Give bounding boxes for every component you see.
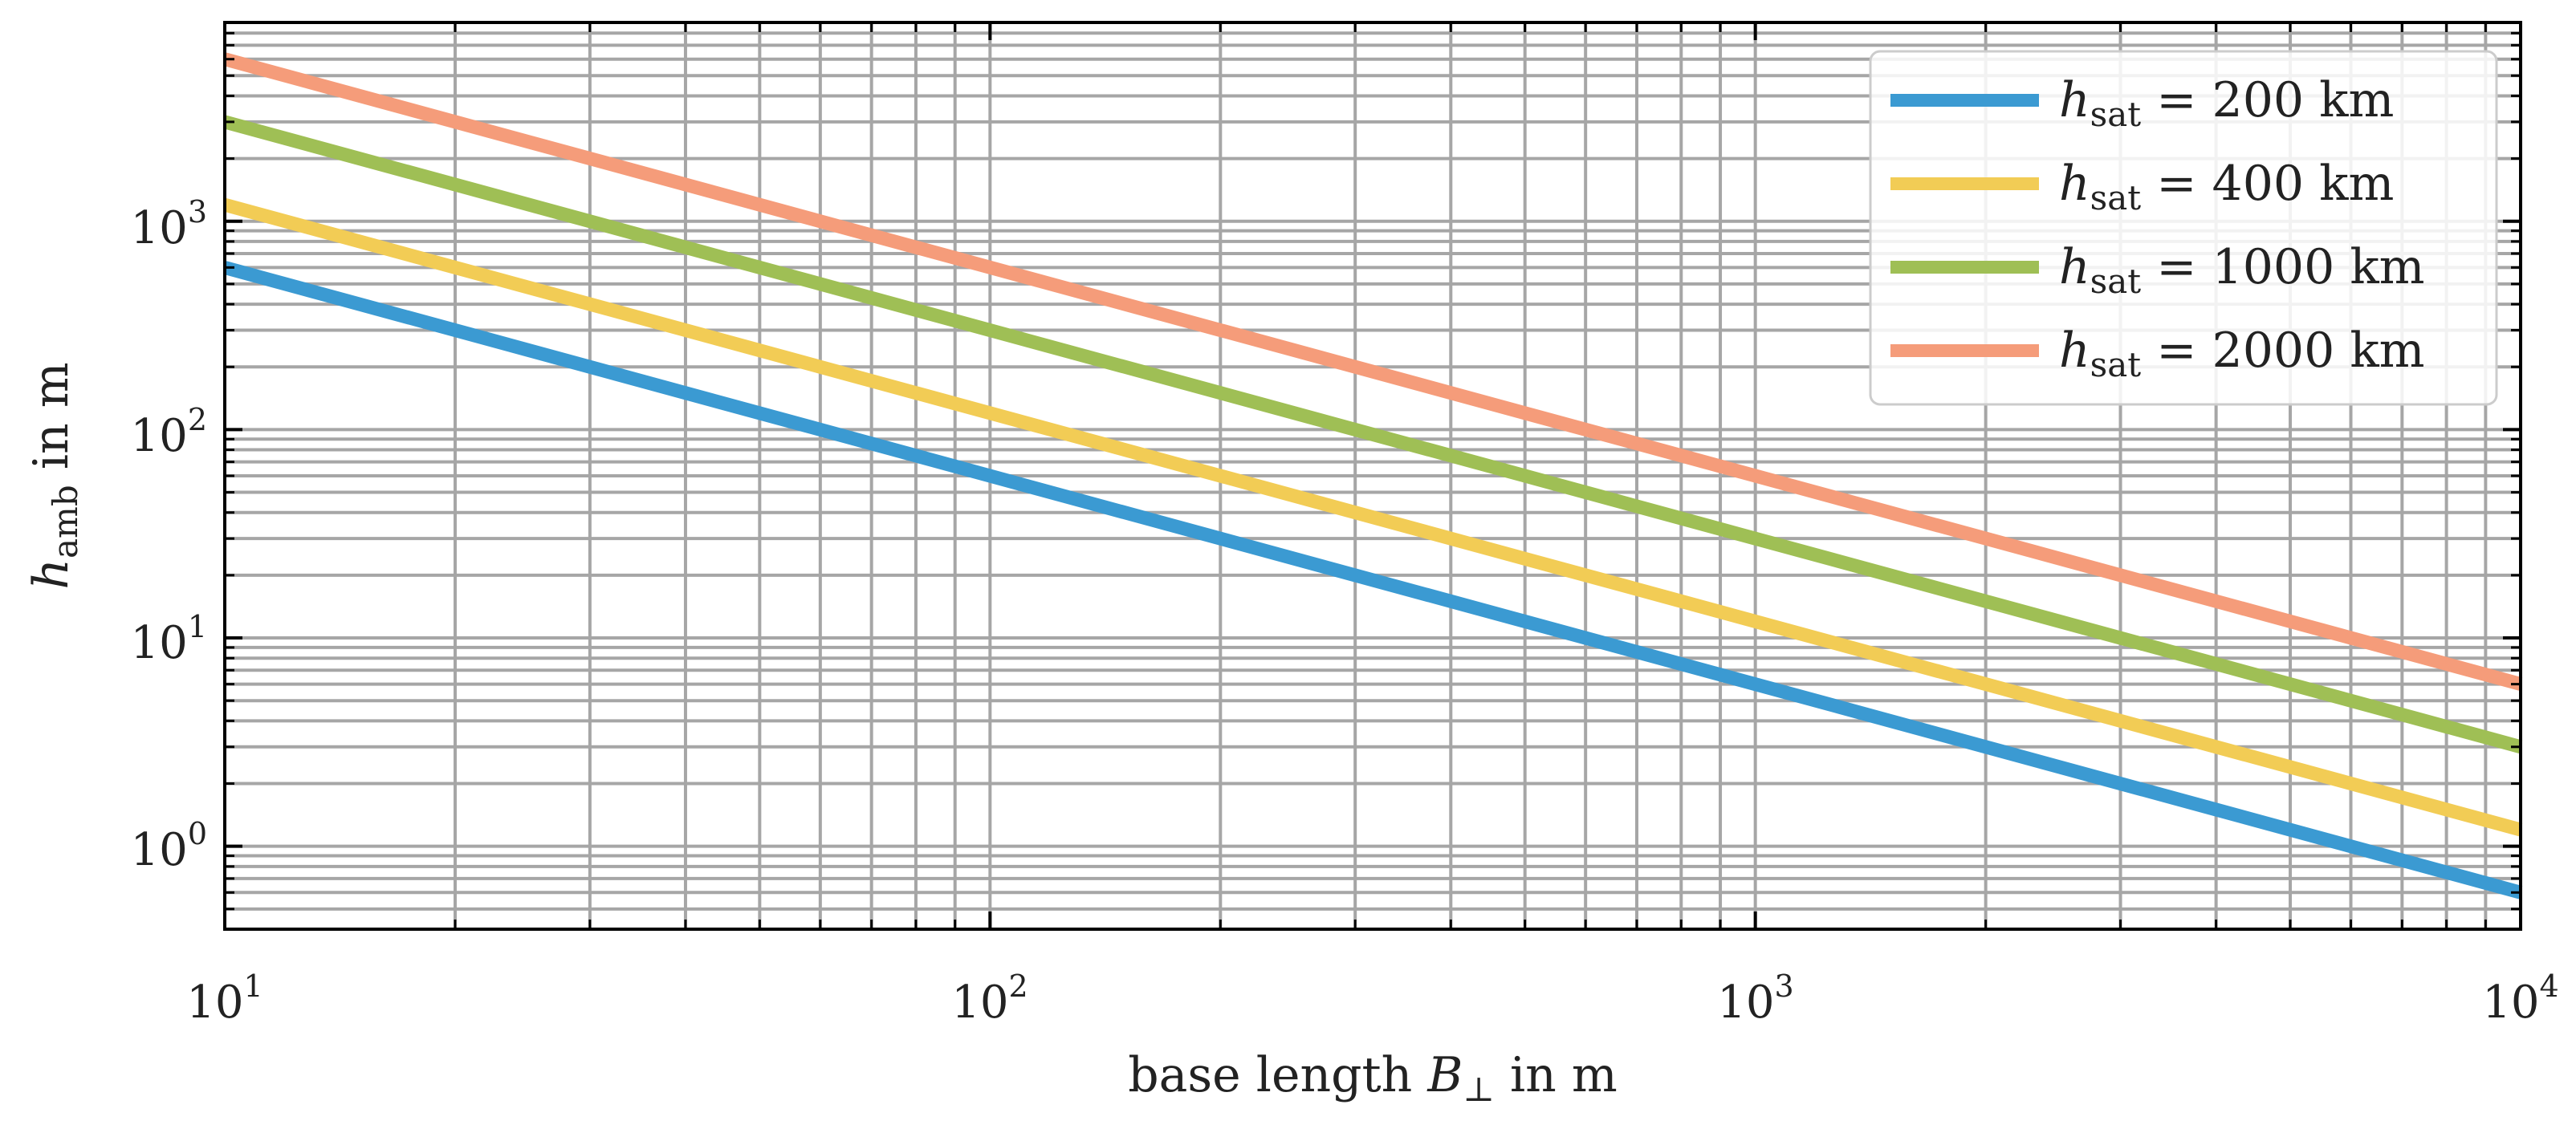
axis-ticks: [223, 21, 2522, 931]
series-lines: [222, 52, 2523, 899]
series-line-4: [222, 52, 2523, 691]
y-tick-label-1e3: 103: [131, 194, 207, 254]
series-line-1: [222, 261, 2523, 899]
x-tick-label-3: 103: [1717, 968, 1793, 1029]
y-tick-label-1e2: 102: [131, 402, 207, 462]
series-line-2: [222, 197, 2523, 837]
legend-label-1000km: hsat = 1000 km: [2059, 239, 2425, 301]
x-axis-label: base length B⊥ in m: [1128, 1047, 1618, 1109]
series-line-3: [222, 115, 2523, 754]
y-tick-label-1e0: 100: [131, 816, 207, 876]
x-tick-label-2: 102: [951, 968, 1028, 1029]
legend-box: [1869, 50, 2498, 406]
legend-label-400km: hsat = 400 km: [2059, 156, 2394, 217]
legend: hsat = 200 km hsat = 400 km hsat = 1000 …: [1869, 50, 2498, 406]
x-tick-label-4: 104: [2482, 968, 2558, 1029]
legend-label-200km: hsat = 200 km: [2059, 72, 2394, 134]
legend-label-2000km: hsat = 2000 km: [2059, 323, 2425, 384]
x-tick-label-1: 101: [186, 968, 262, 1029]
y-axis-label: hamb in m: [23, 362, 85, 589]
y-tick-label-1e1: 101: [131, 609, 207, 669]
